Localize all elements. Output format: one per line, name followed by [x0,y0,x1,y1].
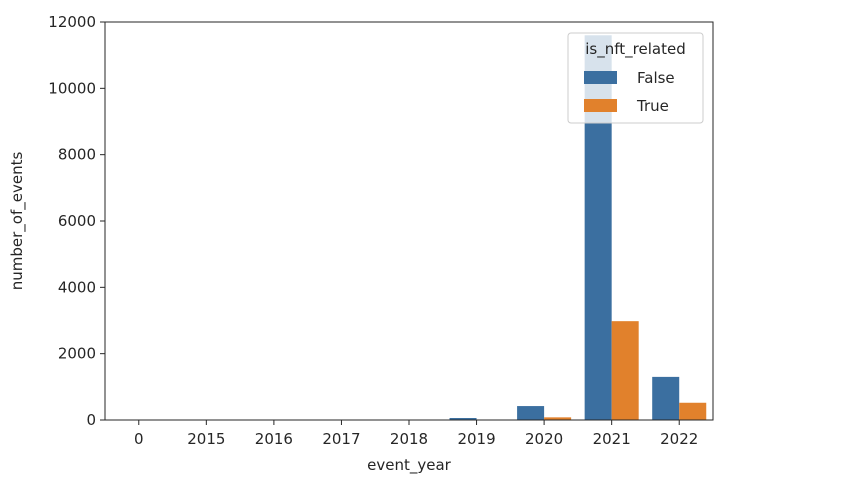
y-tick-label: 0 [86,411,96,429]
x-tick-label: 2021 [593,430,631,448]
x-tick-label: 2017 [322,430,360,448]
legend-label-true: True [636,97,669,115]
x-tick-label: 2015 [187,430,225,448]
legend-label-false: False [637,69,675,87]
axes-layer: 0 2000 4000 6000 8000 10000 12000 0 2015 2016 2017… [48,13,714,448]
y-tick-label: 4000 [58,278,96,296]
y-tick-label: 12000 [48,13,96,31]
bars-layer [111,35,707,421]
y-tick-label: 6000 [58,212,96,230]
x-tick-label: 2016 [255,430,293,448]
y-tick-label: 10000 [48,79,96,97]
legend-swatch-true [584,99,617,112]
bar-true-2021 [611,321,639,420]
x-tick-label: 0 [134,430,144,448]
x-tick-label: 2018 [390,430,428,448]
legend: is_nft_related False True [567,32,704,124]
bar-false-2022 [652,376,680,420]
x-tick-label: 2022 [660,430,698,448]
x-tick-label: 2020 [525,430,563,448]
legend-title: is_nft_related [585,40,685,59]
bar-true-2020 [544,417,572,420]
y-axis-label: number_of_events [8,152,27,291]
legend-swatch-false [584,71,617,84]
x-axis-label: event_year [367,456,452,475]
y-tick-label: 8000 [58,146,96,164]
x-tick-label: 2019 [457,430,495,448]
bar-true-2022 [679,402,707,420]
bar-false-2020 [517,406,545,420]
bar-false-2019 [449,418,477,420]
y-tick-label: 2000 [58,345,96,363]
